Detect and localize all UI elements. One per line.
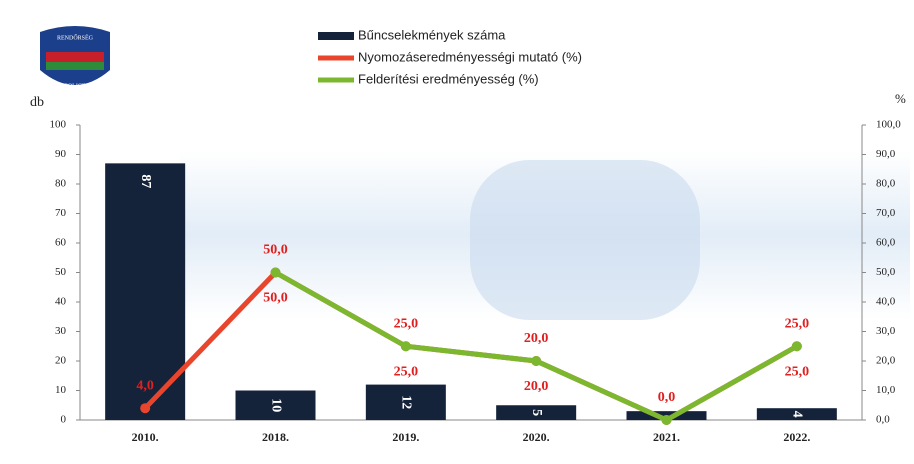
logo-top: RENDŐRSÉG — [57, 33, 94, 41]
y2-tick-label: 70,0 — [876, 207, 896, 219]
y-tick-label: 10 — [55, 384, 67, 396]
legend-label: Felderítési eredményesség (%) — [358, 71, 539, 86]
bar-label: 4 — [790, 411, 805, 418]
y-tick-label: 100 — [50, 119, 67, 131]
y2-axis-label: % — [895, 91, 906, 106]
y-tick-label: 90 — [55, 148, 67, 160]
bar-label: 87 — [138, 174, 153, 188]
logo-bottom: POLICE — [65, 83, 86, 89]
data-label: 0,0 — [658, 390, 676, 405]
y2-tick-label: 10,0 — [876, 384, 896, 396]
chart: RENDŐRSÉG POLICE db % 0 10 20 30 40 50 60 70 80 9… — [0, 0, 914, 459]
bar-label: 12 — [399, 395, 414, 409]
point — [531, 356, 541, 366]
y2-tick-label: 80,0 — [876, 178, 896, 190]
x-tick-label: 2020. — [523, 430, 550, 444]
logo: RENDŐRSÉG POLICE — [40, 26, 110, 89]
legend-label: Bűncselekmények száma — [358, 27, 506, 42]
y-tick-label: 40 — [55, 296, 67, 308]
point — [271, 268, 281, 278]
data-label: 20,0 — [524, 379, 549, 394]
data-label: 25,0 — [785, 316, 810, 331]
x-tick-label: 2022. — [783, 430, 810, 444]
x-tick-label: 2021. — [653, 430, 680, 444]
x-tick-label: 2010. — [132, 430, 159, 444]
point — [662, 415, 672, 425]
y-tick-label: 0 — [61, 414, 67, 426]
y2-tick-label: 90,0 — [876, 148, 896, 160]
y-tick-label: 30 — [55, 325, 67, 337]
bar-label: 5 — [529, 409, 544, 416]
y2-tick-label: 40,0 — [876, 296, 896, 308]
y2-tick-label: 60,0 — [876, 237, 896, 249]
point — [140, 403, 150, 413]
building — [470, 160, 700, 320]
y-tick-label: 80 — [55, 178, 67, 190]
data-label: 20,0 — [524, 331, 549, 346]
y2-tick-label: 50,0 — [876, 266, 896, 278]
x-tick-label: 2018. — [262, 430, 289, 444]
legend-label: Nyomozáseredményességi mutató (%) — [358, 49, 582, 64]
y2-tick-label: 0,0 — [876, 414, 890, 426]
y-tick-label: 20 — [55, 355, 67, 367]
data-label: 25,0 — [785, 364, 810, 379]
x-tick-label: 2019. — [392, 430, 419, 444]
y-tick-label: 60 — [55, 237, 67, 249]
data-label: 50,0 — [263, 291, 288, 306]
y-tick-label: 70 — [55, 207, 67, 219]
y2-tick-label: 20,0 — [876, 355, 896, 367]
y-tick-label: 50 — [55, 266, 67, 278]
data-label: 25,0 — [394, 316, 419, 331]
data-label: 50,0 — [263, 243, 288, 258]
data-label: 25,0 — [394, 364, 419, 379]
y2-tick-label: 30,0 — [876, 325, 896, 337]
point — [792, 341, 802, 351]
y-axis-label: db — [30, 95, 44, 110]
data-label: 4,0 — [136, 378, 154, 393]
bar-label: 10 — [268, 398, 283, 412]
legend-swatch — [318, 32, 354, 40]
y2-tick-label: 100,0 — [876, 119, 901, 131]
point — [401, 341, 411, 351]
